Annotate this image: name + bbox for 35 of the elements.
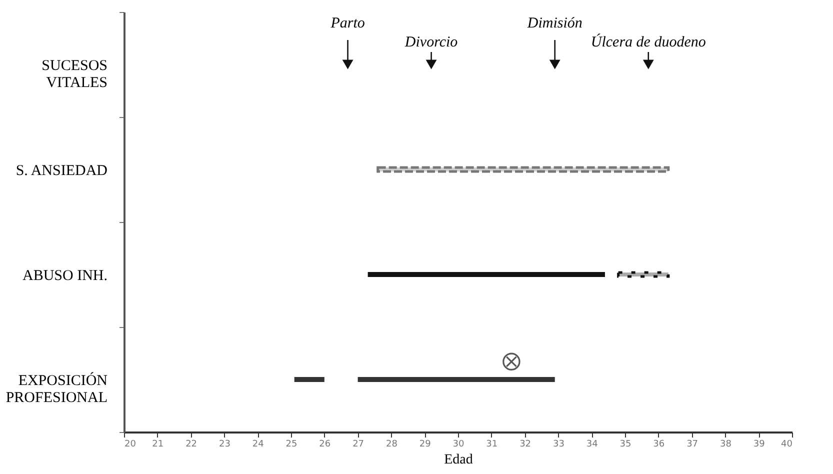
x-tick-label: 28 [386,440,398,450]
y-tick-label: ABUSO INH. [22,268,108,284]
x-tick-label: 26 [319,440,331,450]
x-tick-label: 31 [486,440,498,450]
x-axis-title: Edad [444,452,473,468]
point [342,60,354,70]
x-tick-label: 30 [452,440,464,450]
point [549,60,560,70]
x-tick-label: 37 [686,440,698,450]
x-tick-label: 32 [520,440,532,450]
point [642,60,654,70]
x-tick-label: 29 [419,440,432,450]
y-tick-label: S. ANSIEDAD [16,163,108,179]
x-tick-label: 36 [653,440,665,450]
annotation: Parto [330,16,366,32]
annotation: Úlcera de duodeno [590,33,706,50]
y-tick-label: SUCESOS VITALES [42,58,108,91]
x-tick-label: 27 [352,440,364,450]
x-tick-label: 35 [620,440,632,450]
x-tick-label: 20 [124,440,136,450]
x-tick-label: 24 [252,440,264,450]
x-tick-label: 38 [720,440,732,450]
x-tick-label: 25 [286,440,298,450]
point [426,60,437,70]
x-tick-label: 39 [753,440,766,450]
point [502,352,520,371]
x-tick-label: 21 [152,440,164,450]
y-tick-label: EXPOSICIÓN PROFESIONAL [6,372,108,406]
x-tick-label: 23 [218,440,230,450]
annotation: Dimisión [526,16,582,32]
x-tick-label: 33 [552,440,564,450]
x-tick-label: 40 [781,440,793,450]
x-tick-label: 34 [586,440,598,450]
x-tick-label: 22 [186,440,198,450]
annotation: Divorcio [404,34,458,50]
